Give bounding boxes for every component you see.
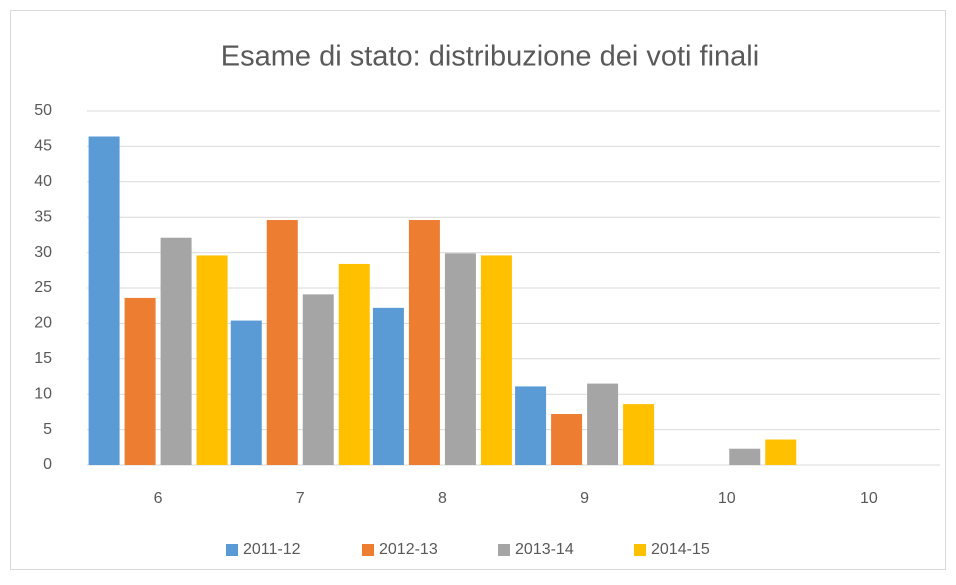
bar [230,320,262,465]
chart-title: Esame di stato: distribuzione dei voti f… [221,41,759,73]
x-tick-label: 10 [718,490,736,507]
y-tick-label: 50 [34,102,52,119]
bar [623,404,655,465]
y-tick-label: 5 [43,421,52,438]
legend-swatch [634,544,646,556]
legend-label: 2011-12 [243,541,301,558]
bar [196,255,228,465]
legend-swatch [362,544,374,556]
bar [124,297,156,465]
legend-label: 2013-14 [515,541,574,558]
bar [88,136,120,465]
bar [444,253,476,465]
bar [160,237,192,465]
y-tick-label: 40 [34,173,52,190]
x-tick-label: 10 [860,490,878,507]
x-tick-label: 9 [580,490,589,507]
legend-swatch [498,544,510,556]
chart-border [10,10,946,570]
bar [587,383,619,465]
bar [480,255,512,465]
y-tick-label: 35 [34,208,52,225]
bar [551,414,583,465]
y-tick-label: 10 [34,385,52,402]
bar [515,386,547,465]
bar [266,220,298,465]
bar [729,448,761,465]
y-tick-label: 0 [43,456,52,473]
x-tick-label: 8 [438,490,447,507]
x-tick-label: 6 [154,490,163,507]
bar [338,263,370,465]
bar [372,307,404,465]
y-tick-label: 25 [34,279,52,296]
legend-swatch [226,544,238,556]
bar [765,439,797,465]
y-tick-label: 20 [34,315,52,332]
bar [408,220,440,465]
legend-label: 2012-13 [379,541,438,558]
y-tick-label: 45 [34,138,52,155]
y-tick-label: 30 [34,244,52,261]
x-tick-label: 7 [296,490,305,507]
bar [302,294,334,465]
y-tick-label: 15 [34,350,52,367]
legend-label: 2014-15 [651,541,710,558]
